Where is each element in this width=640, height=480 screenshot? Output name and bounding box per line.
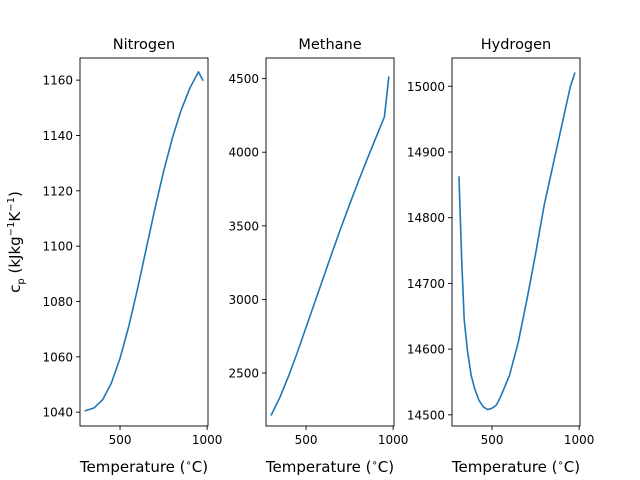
y-tick-label: 1140 — [42, 129, 73, 143]
y-tick-label: 3000 — [228, 293, 259, 307]
plot-area — [265, 57, 395, 427]
x-tick-label: 500 — [295, 433, 318, 447]
panel-nitrogen: Nitrogen 500 1000 1040 1060 1080 1100 1120 1140 1… — [42, 37, 222, 476]
plot-area — [451, 57, 581, 427]
chart-title: Nitrogen — [113, 37, 175, 53]
x-tick-label: 1000 — [192, 433, 223, 447]
y-tick-label: 1160 — [42, 74, 73, 88]
y-tick-label: 1040 — [42, 406, 73, 420]
panel-hydrogen: Hydrogen 500 1000 14500 14600 14700 14800 14900… — [407, 37, 595, 476]
y-tick-label: 14900 — [407, 145, 445, 159]
chart-title: Methane — [298, 37, 361, 53]
y-tick-label: 4500 — [228, 72, 259, 86]
x-axis-label: Temperature (∘C) — [79, 458, 208, 476]
x-tick-label: 1000 — [564, 433, 595, 447]
y-axis-label: cp (kJkg−1K−1) — [6, 191, 27, 293]
y-tick-label: 14700 — [407, 277, 445, 291]
y-tick-label: 1120 — [42, 184, 73, 198]
y-tick-label: 14600 — [407, 343, 445, 357]
y-tick-label: 1080 — [42, 295, 73, 309]
x-tick-label: 500 — [481, 433, 504, 447]
panel-methane: Methane 500 1000 2500 3000 3500 4000 4500 Temper… — [228, 37, 408, 476]
y-tick-label: 4000 — [228, 146, 259, 160]
plot-area — [79, 57, 209, 427]
y-tick-label: 1060 — [42, 350, 73, 364]
series-line — [84, 71, 204, 412]
chart-title: Hydrogen — [481, 37, 552, 53]
series-line — [270, 76, 390, 416]
y-tick-label: 14500 — [407, 408, 445, 422]
x-axis-label: Temperature (∘C) — [451, 458, 580, 476]
y-tick-label: 15000 — [407, 80, 445, 94]
x-axis-label: Temperature (∘C) — [265, 458, 394, 476]
series-line — [458, 72, 576, 411]
y-tick-label: 14800 — [407, 211, 445, 225]
y-tick-label: 3500 — [228, 219, 259, 233]
y-tick-label: 1100 — [42, 240, 73, 254]
y-tick-label: 2500 — [228, 367, 259, 381]
x-tick-label: 1000 — [378, 433, 409, 447]
x-tick-label: 500 — [109, 433, 132, 447]
